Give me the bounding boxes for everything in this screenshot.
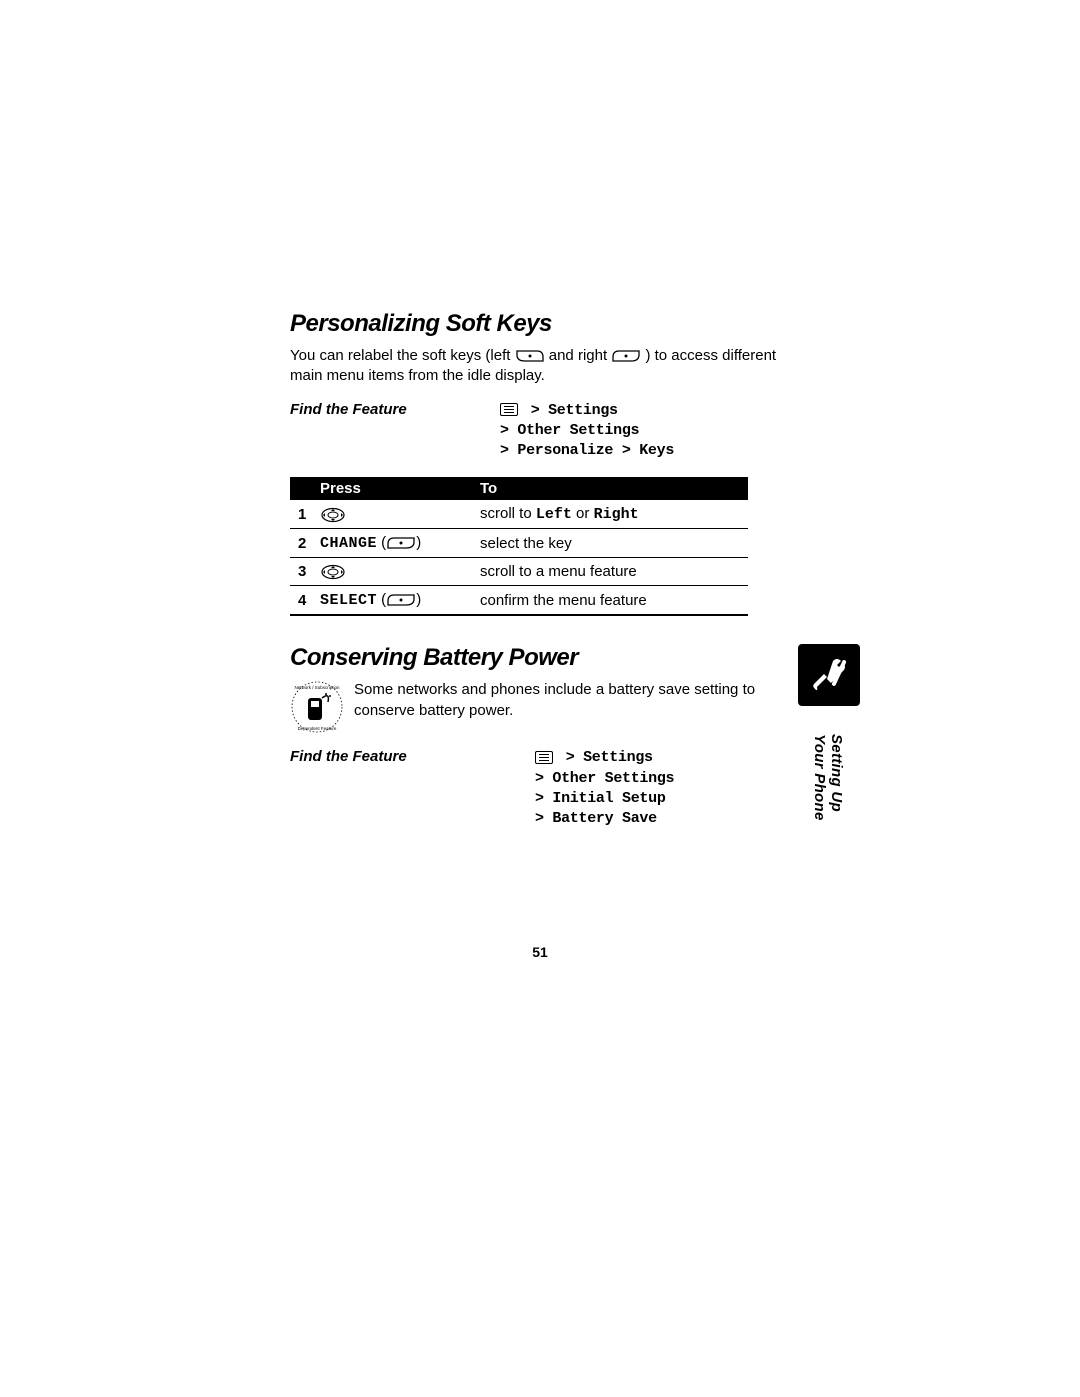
page-number: 51: [532, 944, 548, 960]
nav1-line3: > Personalize > Keys: [500, 442, 674, 459]
left-softkey-icon: [515, 349, 545, 363]
find-feature-label-2: Find the Feature: [290, 748, 535, 829]
section-personalizing-soft-keys: Personalizing Soft Keys You can relabel …: [290, 310, 790, 616]
to-text: confirm the menu feature: [480, 592, 647, 609]
softkey-icon: [386, 593, 416, 607]
find-feature-label: Find the Feature: [290, 401, 500, 418]
row-to: select the key: [480, 535, 748, 552]
tools-icon: [798, 644, 860, 706]
table-row: 3 scroll to a menu feature: [290, 558, 748, 586]
menu-icon-2: [535, 751, 553, 764]
find-feature-row-2: Find the Feature > Settings > Other Sett…: [290, 748, 790, 829]
press-label: CHANGE: [320, 535, 377, 552]
row-to: scroll to a menu feature: [480, 563, 748, 580]
row-to: scroll to Left or Right: [480, 505, 748, 523]
section-conserving-battery: Conserving Battery Power Network / Subsc…: [290, 644, 790, 829]
row-press: [320, 563, 480, 580]
to-text: select the key: [480, 535, 572, 552]
row-number: 2: [290, 535, 320, 552]
nav2-line3: > Initial Setup: [535, 790, 666, 807]
to-text: scroll to: [480, 505, 536, 522]
header-to: To: [480, 480, 748, 497]
to-text: scroll to a menu feature: [480, 563, 637, 580]
svg-text:Network / Subscription: Network / Subscription: [294, 685, 340, 690]
nav1-line2: > Other Settings: [500, 422, 639, 439]
to-mid: or: [572, 505, 594, 522]
nav-path-1: > Settings > Other Settings > Personaliz…: [500, 401, 674, 462]
svg-text:Dependent Feature: Dependent Feature: [298, 726, 337, 731]
heading-personalizing: Personalizing Soft Keys: [290, 310, 790, 338]
nav2-line1: > Settings: [557, 749, 653, 766]
row-to: confirm the menu feature: [480, 592, 748, 609]
row-number: 4: [290, 592, 320, 609]
steps-table-header: Press To: [290, 477, 748, 500]
nav-key-icon: [320, 507, 346, 523]
press-label: SELECT: [320, 592, 377, 609]
steps-table: Press To 1 scroll to Left or Right 2CHANGE…: [290, 477, 748, 616]
intro-mid: and right: [549, 347, 612, 364]
to-mono: Left: [536, 506, 572, 523]
table-row: 1 scroll to Left or Right: [290, 500, 748, 529]
intro-text: You can relabel the soft keys (left and …: [290, 346, 790, 387]
row-press: [320, 506, 480, 523]
softkey-icon: [386, 536, 416, 550]
battery-body-text: Some networks and phones include a batte…: [354, 680, 790, 721]
find-feature-row-1: Find the Feature > Settings > Other Sett…: [290, 401, 790, 462]
table-row: 4SELECT ()confirm the menu feature: [290, 586, 748, 616]
row-press: CHANGE (): [320, 534, 480, 552]
row-number: 1: [290, 506, 320, 523]
nav2-line4: > Battery Save: [535, 810, 657, 827]
nav-key-icon: [320, 564, 346, 580]
to-mono: Right: [594, 506, 639, 523]
header-blank: [290, 480, 320, 497]
intro-pre: You can relabel the soft keys (left: [290, 347, 515, 364]
heading-battery: Conserving Battery Power: [290, 644, 790, 672]
nav-path-2: > Settings > Other Settings > Initial Se…: [535, 748, 674, 829]
row-number: 3: [290, 563, 320, 580]
manual-page: Personalizing Soft Keys You can relabel …: [290, 310, 790, 829]
right-softkey-icon: [611, 349, 641, 363]
battery-body-row: Network / Subscription Dependent Feature…: [290, 680, 790, 734]
table-row: 2CHANGE ()select the key: [290, 529, 748, 558]
steps-table-body: 1 scroll to Left or Right 2CHANGE ()select…: [290, 500, 748, 616]
network-dependent-icon: Network / Subscription Dependent Feature: [290, 680, 344, 734]
header-press: Press: [320, 480, 480, 497]
nav1-line1: > Settings: [522, 402, 618, 419]
row-press: SELECT (): [320, 591, 480, 609]
menu-icon: [500, 403, 518, 416]
side-section-label: Setting Up Your Phone: [811, 734, 845, 829]
nav2-line2: > Other Settings: [535, 770, 674, 787]
